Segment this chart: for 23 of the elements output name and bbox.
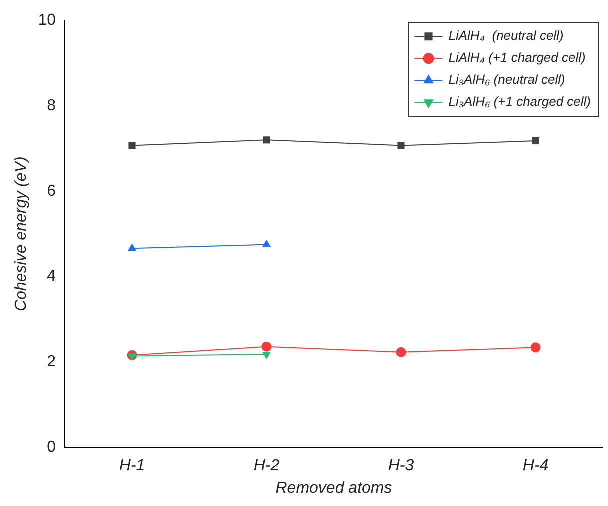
y-tick-label: 2	[47, 354, 56, 371]
point	[396, 347, 406, 358]
legend-label: Li₃AlH₆ (+1 charged cell)	[448, 94, 592, 110]
point	[530, 342, 541, 353]
x-axis-title: Removed atoms	[276, 480, 392, 497]
point	[262, 342, 272, 352]
y-axis-title: Cohesive energy (eV)	[13, 156, 30, 312]
point	[128, 142, 136, 150]
point	[532, 137, 540, 145]
legend-label: LiAlH₄ (neutral cell)	[448, 28, 564, 44]
y-tick-label: 10	[38, 12, 56, 30]
x-tick-label: H-3	[388, 458, 414, 475]
x-tick-label: H-1	[119, 458, 146, 475]
point	[398, 142, 405, 150]
legend-label: LiAlH₄ (+1 charged cell)	[448, 50, 586, 66]
y-tick-label: 0	[47, 439, 56, 456]
y-tick-label: 4	[47, 268, 56, 286]
y-tick-label: 8	[47, 97, 56, 114]
legend-label: Li₃AlH₆ (neutral cell)	[448, 72, 566, 88]
y-tick-label: 6	[47, 182, 56, 200]
x-tick-label: H-4	[522, 458, 549, 475]
point	[263, 136, 270, 144]
x-tick-label: H-2	[254, 458, 280, 475]
